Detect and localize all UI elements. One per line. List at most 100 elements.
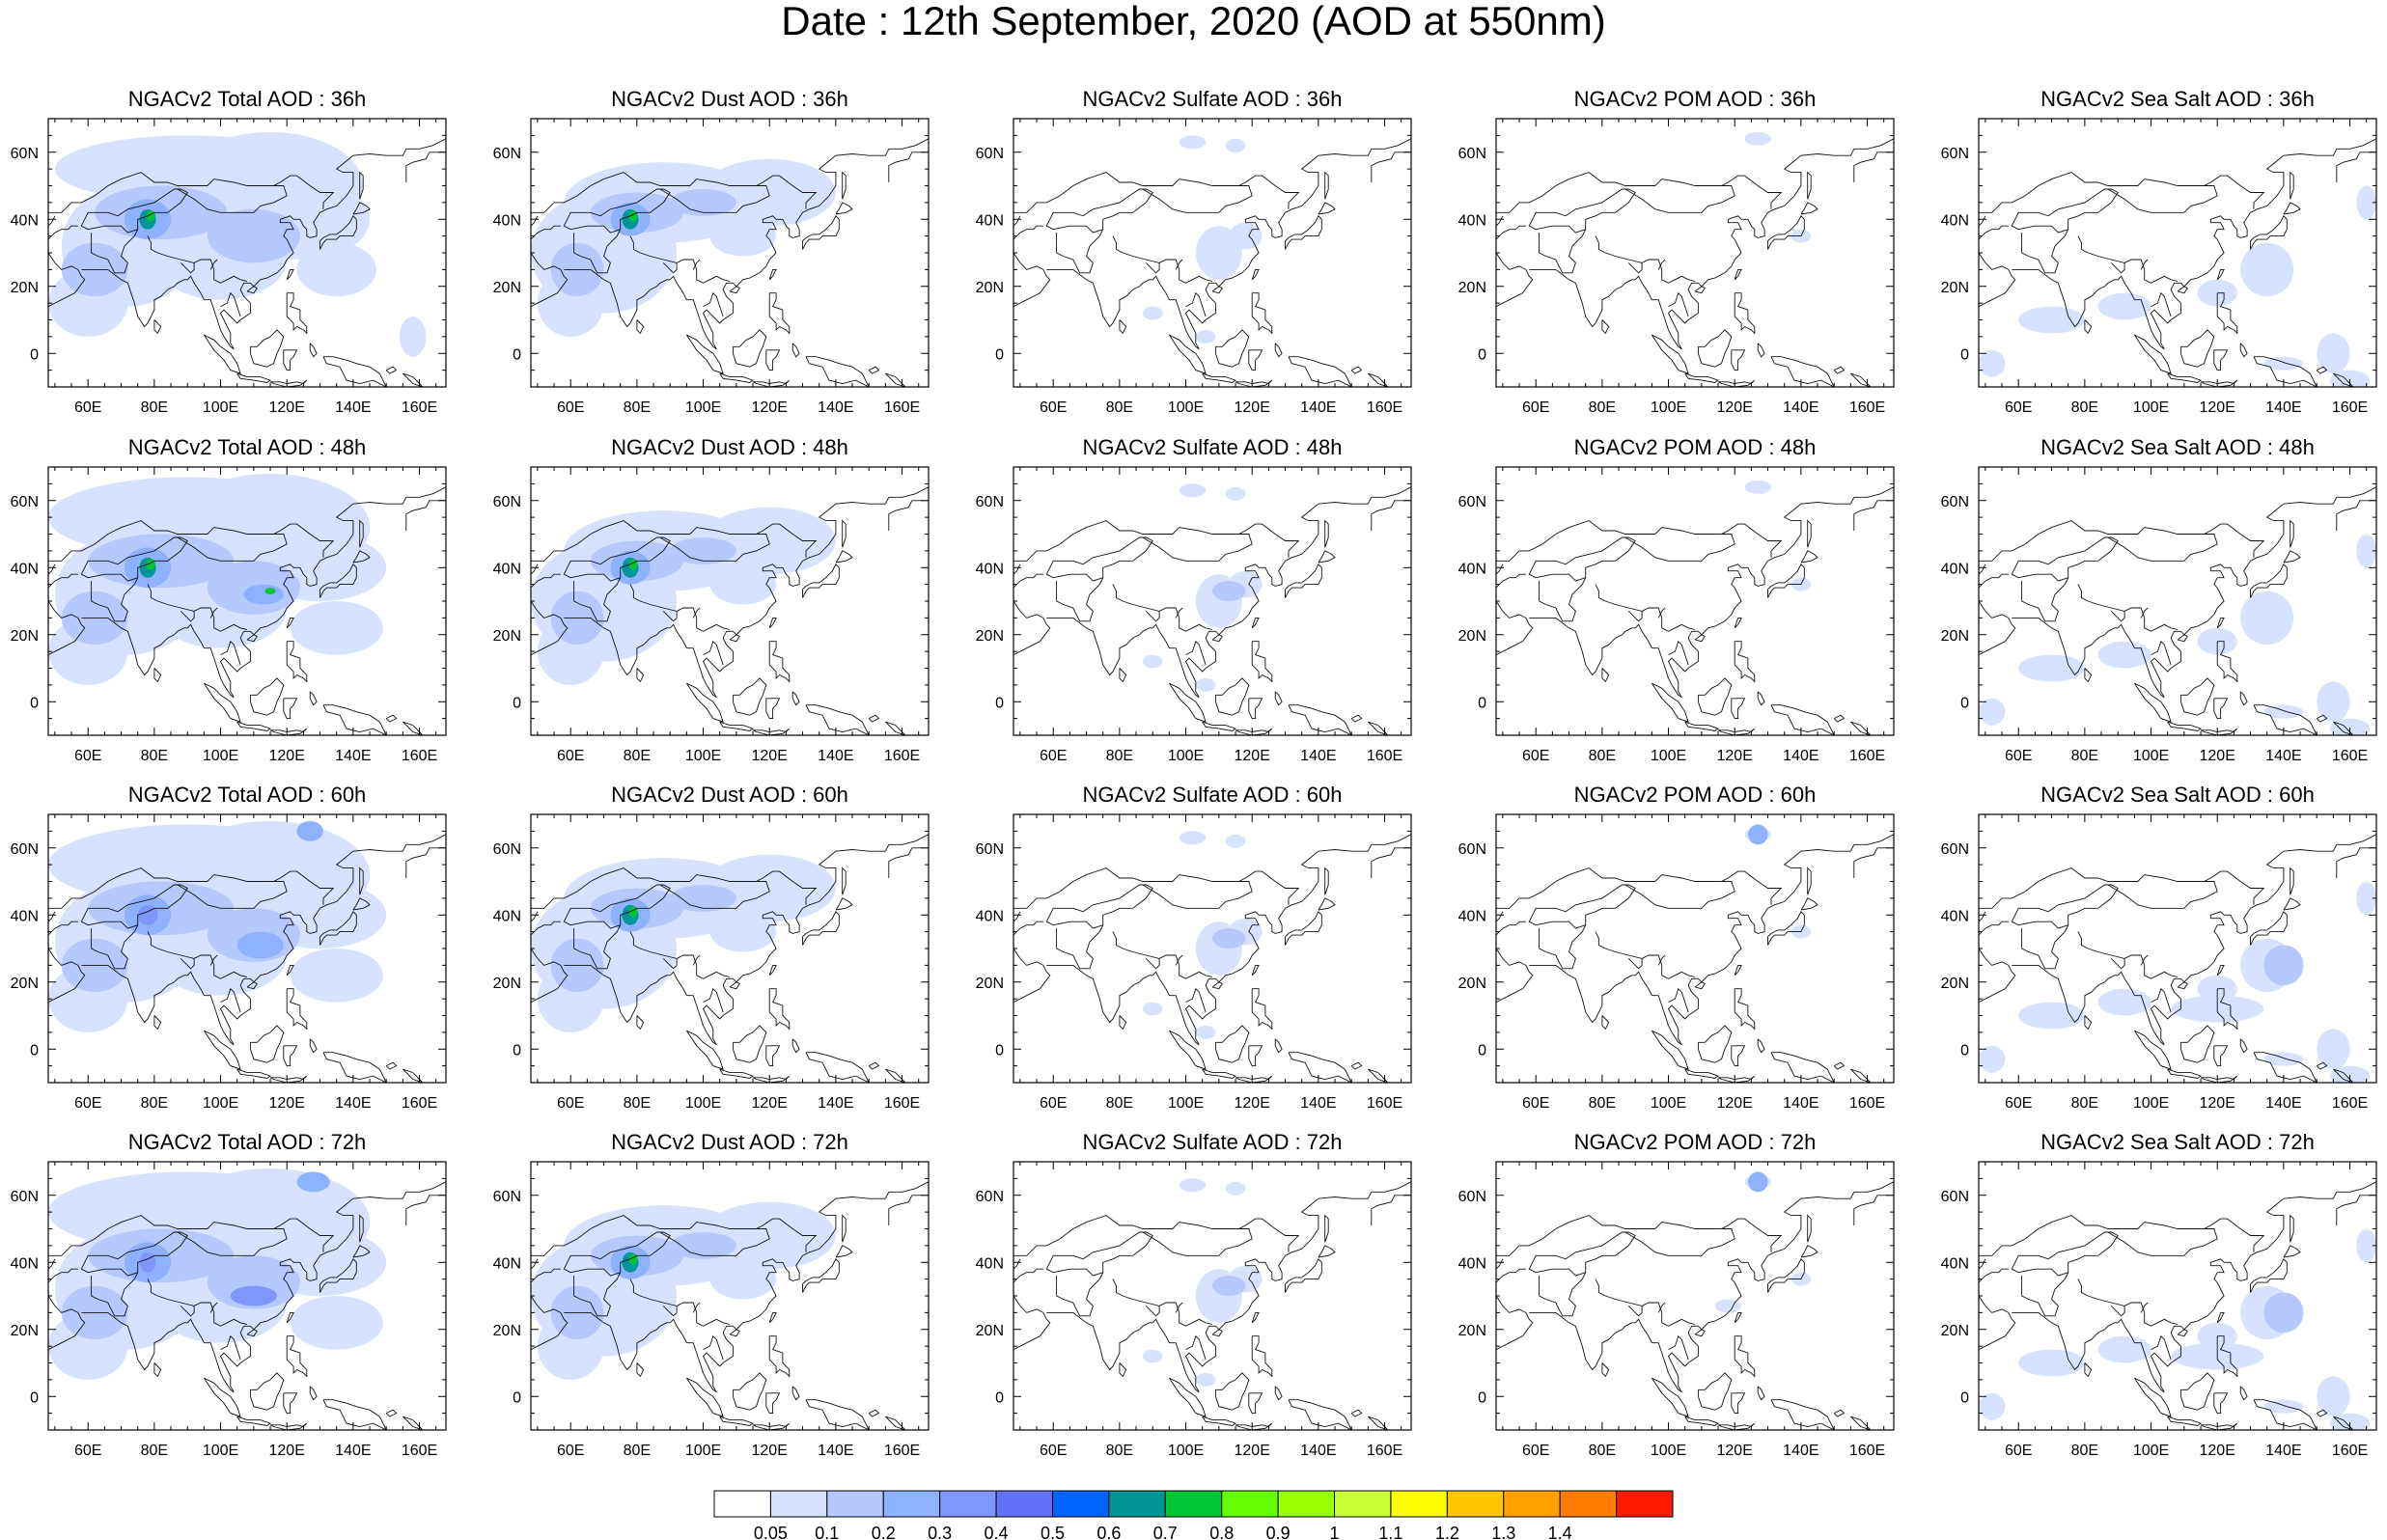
map-plot: 60E 80E 100E 120E 140E 160E 60N 40N 20N 0 xyxy=(11,118,447,416)
aod-field xyxy=(1496,480,1894,735)
aod-region xyxy=(2356,534,2376,568)
map-panel: NGACv2 Total AOD : 48h 60E 80E 100E 120E 140E… xyxy=(11,435,447,764)
lon-tick-label: 120E xyxy=(1717,1443,1753,1459)
lat-tick-label: 60N xyxy=(1941,146,1969,162)
map-plot: 60E 80E 100E 120E 140E 160E 60N 40N 20N 0 xyxy=(976,118,1412,416)
aod-region xyxy=(703,1201,836,1270)
lon-tick-label: 100E xyxy=(203,1095,238,1112)
lon-tick-label: 100E xyxy=(203,748,238,764)
aod-region xyxy=(1179,135,1207,150)
lon-tick-label: 120E xyxy=(1235,1095,1270,1112)
lon-tick-label: 140E xyxy=(2265,1443,2301,1459)
lat-tick-label: 60N xyxy=(1458,841,1486,858)
aod-region xyxy=(2018,654,2085,682)
coastlines xyxy=(1013,138,1411,387)
aod-field xyxy=(1496,1171,1894,1430)
colorbar-label: 0.8 xyxy=(1209,1524,1234,1540)
lat-tick-label: 20N xyxy=(493,976,521,992)
panel-title: NGACv2 Sea Salt AOD : 36h xyxy=(2040,87,2315,111)
map-panel: NGACv2 Total AOD : 72h 60E 80E 100E 120E 140E… xyxy=(11,1130,447,1459)
lon-tick-label: 140E xyxy=(1783,1443,1818,1459)
aod-field xyxy=(48,473,446,735)
aod-field xyxy=(1496,824,1894,1083)
colorbar-swatch xyxy=(1446,1490,1505,1518)
aod-region xyxy=(290,949,383,1003)
lon-tick-label: 160E xyxy=(1367,399,1402,416)
aod-region xyxy=(2263,356,2304,371)
aod-region xyxy=(290,1296,383,1350)
lat-tick-label: 40N xyxy=(1458,561,1486,577)
map-plot: 60E 80E 100E 120E 140E 160E 60N 40N 20N 0 xyxy=(11,1161,447,1459)
coastlines xyxy=(48,1181,446,1430)
lat-tick-label: 60N xyxy=(11,841,39,858)
aod-region xyxy=(2263,1399,2304,1414)
lat-tick-label: 40N xyxy=(11,561,39,577)
panel-title: NGACv2 Sulfate AOD : 60h xyxy=(1082,783,1343,807)
lon-tick-label: 80E xyxy=(1589,399,1616,416)
lat-tick-label: 40N xyxy=(976,212,1004,229)
lat-tick-label: 20N xyxy=(493,280,521,296)
aod-region xyxy=(1179,831,1207,845)
lon-tick-label: 60E xyxy=(1040,1095,1067,1112)
aod-region xyxy=(264,588,276,595)
lon-tick-label: 60E xyxy=(2005,748,2032,764)
lat-tick-label: 60N xyxy=(11,1189,39,1205)
lon-tick-label: 60E xyxy=(1040,399,1067,416)
lon-tick-label: 80E xyxy=(1106,1443,1133,1459)
panel-title: NGACv2 POM AOD : 36h xyxy=(1573,87,1817,111)
aod-region xyxy=(670,188,736,216)
lon-tick-label: 100E xyxy=(1651,1095,1686,1112)
aod-region xyxy=(2240,242,2294,297)
map-plot: 60E 80E 100E 120E 140E 160E 60N 40N 20N 0 xyxy=(493,118,930,416)
map-plot: 60E 80E 100E 120E 140E 160E 60N 40N 20N 0 xyxy=(1941,118,2377,416)
lon-tick-label: 160E xyxy=(402,1095,437,1112)
colorbar-label: 1.4 xyxy=(1548,1524,1572,1540)
aod-region xyxy=(709,215,777,257)
aod-region xyxy=(1212,581,1246,601)
lat-tick-label: 40N xyxy=(1941,1255,1969,1272)
aod-field xyxy=(1979,486,2376,735)
aod-region xyxy=(703,507,836,575)
map-plot: 60E 80E 100E 120E 140E 160E 60N 40N 20N 0 xyxy=(493,813,930,1112)
colorbar-swatch xyxy=(1221,1490,1279,1518)
map-panel: NGACv2 Dust AOD : 48h 60E 80E 100E 120E 140E 1… xyxy=(493,435,930,764)
lon-tick-label: 140E xyxy=(818,1443,853,1459)
panel-title: NGACv2 Dust AOD : 36h xyxy=(611,87,848,111)
map-panel: NGACv2 POM AOD : 36h 60E 80E 100E 120E 140E 16… xyxy=(1458,87,1895,416)
lon-tick-label: 100E xyxy=(2133,1095,2169,1112)
lon-tick-label: 80E xyxy=(2071,1443,2098,1459)
map-plot: 60E 80E 100E 120E 140E 160E 60N 40N 20N 0 xyxy=(493,466,930,764)
lat-tick-label: 0 xyxy=(995,695,1004,711)
lon-tick-label: 80E xyxy=(2071,1095,2098,1112)
lon-tick-label: 80E xyxy=(1589,1095,1616,1112)
colorbar-swatch xyxy=(826,1490,884,1518)
aod-region xyxy=(2263,1052,2304,1066)
lat-tick-label: 40N xyxy=(11,1255,39,1272)
aod-region xyxy=(2329,1413,2371,1430)
lat-tick-label: 60N xyxy=(976,1189,1004,1205)
colorbar-swatch xyxy=(1334,1490,1392,1518)
lon-tick-label: 140E xyxy=(1783,399,1818,416)
panel-title: NGACv2 POM AOD : 72h xyxy=(1573,1130,1817,1154)
lat-tick-label: 60N xyxy=(1458,1189,1486,1205)
aod-region xyxy=(1212,928,1246,949)
colorbar-swatch xyxy=(1559,1490,1618,1518)
lat-tick-label: 0 xyxy=(1960,346,1969,363)
colorbar-swatch xyxy=(1616,1490,1674,1518)
coastlines xyxy=(1979,486,2376,735)
map-panel: NGACv2 Sea Salt AOD : 72h 60E 80E 100E 120E 1… xyxy=(1941,1130,2377,1459)
lon-tick-label: 100E xyxy=(685,399,721,416)
lat-tick-label: 40N xyxy=(1941,561,1969,577)
aod-region xyxy=(1979,349,2006,377)
panel-title: NGACv2 POM AOD : 48h xyxy=(1573,435,1817,459)
lon-tick-label: 80E xyxy=(624,399,651,416)
lat-tick-label: 20N xyxy=(11,1323,39,1339)
lat-tick-label: 60N xyxy=(11,494,39,510)
aod-region xyxy=(1979,698,2006,726)
lat-tick-label: 40N xyxy=(493,908,521,924)
lon-tick-label: 120E xyxy=(752,748,788,764)
lat-tick-label: 0 xyxy=(1960,1389,1969,1406)
aod-field xyxy=(531,1181,929,1430)
lon-tick-label: 100E xyxy=(1651,1443,1686,1459)
